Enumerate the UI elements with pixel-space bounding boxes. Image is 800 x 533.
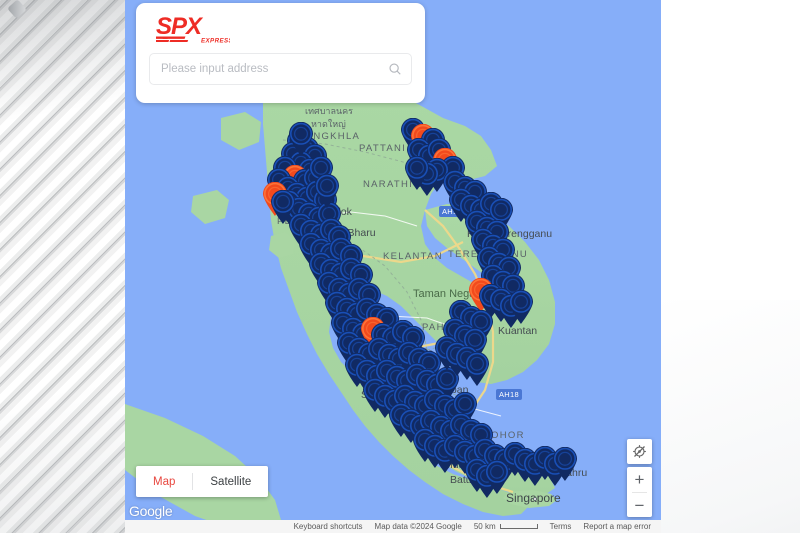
map-type-satellite-button[interactable]: Satellite (193, 466, 268, 497)
map-marker-pin[interactable] (288, 122, 314, 156)
zoom-control-divider (632, 492, 647, 493)
map-type-switch[interactable]: Map Satellite (136, 466, 269, 497)
report-map-error-link[interactable]: Report a map error (583, 522, 651, 531)
map-data-attribution: Map data ©2024 Google (374, 522, 462, 531)
white-curved-structure (660, 0, 800, 533)
map-attribution-bar: Keyboard shortcuts Map data ©2024 Google… (125, 520, 661, 533)
map-scale-bar (499, 524, 538, 529)
spx-express-logo: SPX EXPRESS (149, 13, 412, 47)
map-marker-pin[interactable] (488, 198, 514, 232)
google-map[interactable]: เทศบาลนคร หาดใหญ่ SONGKHLA PATTANI NARATHIWA… (125, 0, 661, 533)
terms-link[interactable]: Terms (549, 522, 572, 531)
my-location-button[interactable] (627, 439, 652, 464)
search-icon[interactable] (388, 62, 402, 76)
map-scale-label: 50 km (473, 522, 496, 531)
map-marker-pin[interactable] (484, 460, 510, 494)
zoom-out-button[interactable]: − (627, 493, 652, 518)
window-blinds-texture (0, 0, 140, 533)
structure-lower-band (660, 300, 800, 533)
map-type-map-button[interactable]: Map (136, 466, 192, 497)
map-marker-pin[interactable] (308, 156, 334, 190)
keyboard-shortcuts-link[interactable]: Keyboard shortcuts (293, 522, 363, 531)
map-marker-pin[interactable] (552, 447, 578, 481)
address-search-panel: SPX EXPRESS (136, 3, 425, 103)
blinds-shading (0, 0, 140, 533)
map-marker-pin[interactable] (464, 352, 490, 386)
search-input[interactable] (150, 63, 411, 75)
highway-shield: AH1 (439, 206, 461, 217)
highway-shield: AH18 (496, 389, 522, 400)
zoom-control[interactable]: + − (627, 467, 652, 517)
map-marker-pin-layer[interactable] (125, 0, 661, 533)
zoom-in-button[interactable]: + (627, 467, 652, 492)
svg-text:EXPRESS: EXPRESS (201, 38, 230, 45)
map-marker-pin[interactable] (404, 156, 430, 190)
locate-disabled-icon[interactable] (632, 444, 647, 459)
address-search-box[interactable] (149, 53, 412, 85)
svg-text:SPX: SPX (156, 13, 204, 40)
city-marker-dot (533, 497, 537, 501)
google-watermark: Google (129, 503, 173, 519)
map-type-divider (192, 473, 194, 490)
map-marker-pin[interactable] (270, 190, 296, 224)
map-scale: 50 km (468, 522, 544, 531)
map-marker-pin[interactable] (314, 174, 340, 208)
map-marker-pin[interactable] (508, 290, 534, 324)
